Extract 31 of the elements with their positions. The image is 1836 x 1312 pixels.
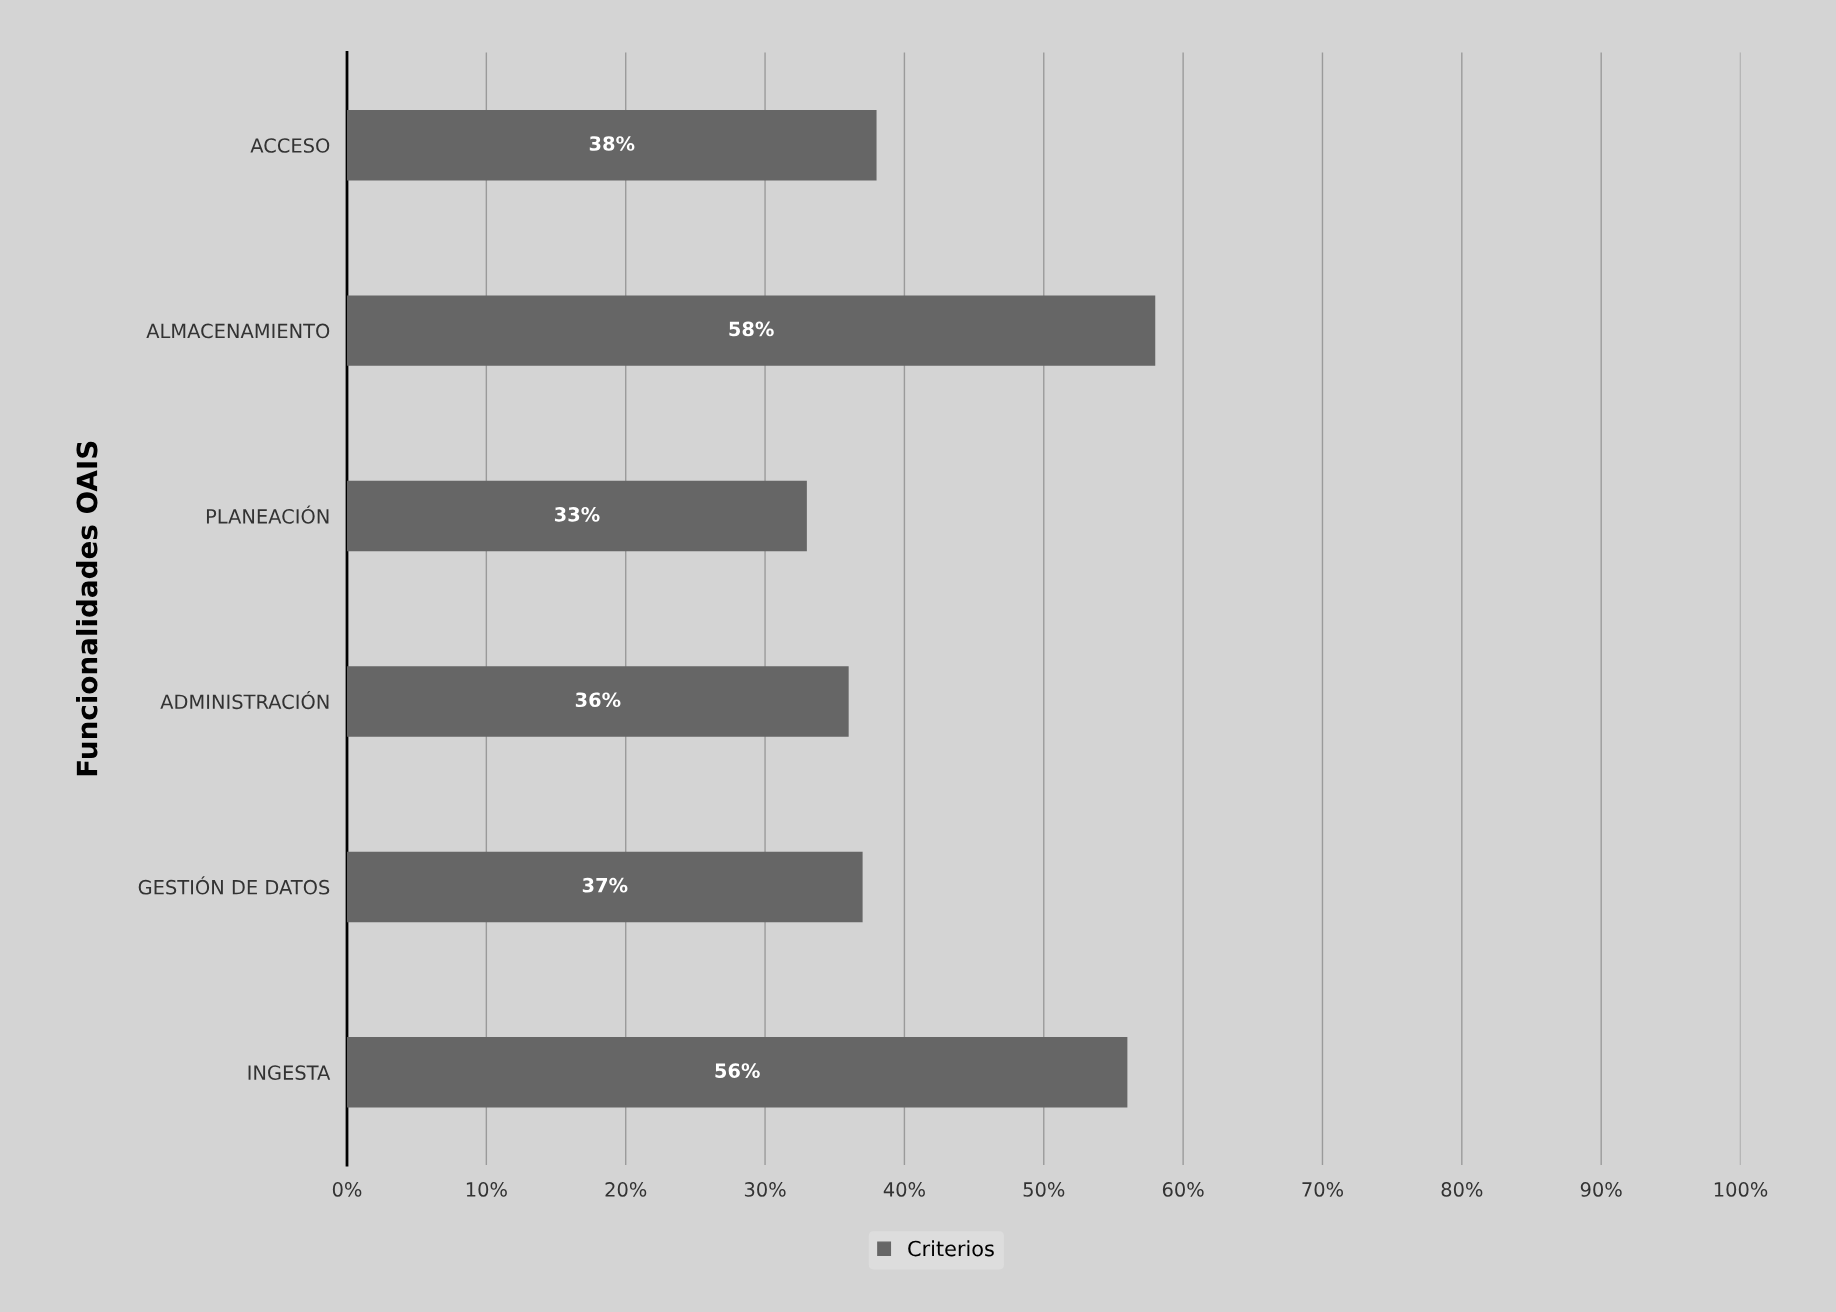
- data-label: 56%: [715, 1063, 760, 1078]
- x-tick-label: 30%: [744, 1182, 786, 1197]
- x-tick-label: 70%: [1302, 1182, 1344, 1197]
- x-tick-label: 10%: [466, 1182, 507, 1197]
- data-label: 37%: [582, 877, 628, 893]
- bar: [347, 480, 807, 552]
- y-tick-label: ADMINISTRACIÓN: [160, 690, 329, 710]
- x-tick-label: 50%: [1023, 1182, 1065, 1197]
- x-tick-label: 40%: [883, 1182, 925, 1197]
- bar: [347, 1037, 1128, 1108]
- bar: [347, 851, 863, 923]
- x-tick-label: 60%: [1162, 1182, 1204, 1197]
- x-tick-label: 90%: [1580, 1182, 1622, 1197]
- y-tick-label: GESTIÓN DE DATOS: [138, 876, 330, 895]
- y-tick-label: PLANEACIÓN: [206, 505, 329, 524]
- bar: [347, 666, 849, 737]
- y-tick-label: ALMACENAMIENTO: [146, 323, 330, 339]
- y-axis-title: Funcionalidades OAIS: [76, 441, 98, 776]
- x-tick-label: 0%: [332, 1182, 362, 1197]
- data-label: 38%: [589, 136, 635, 151]
- y-tick-label: ACCESO: [250, 138, 330, 153]
- x-tick-label: 80%: [1441, 1182, 1483, 1197]
- data-label: 36%: [575, 692, 621, 708]
- bar: [347, 109, 877, 181]
- data-label: 58%: [729, 321, 774, 337]
- y-tick-label: INGESTA: [248, 1065, 331, 1081]
- legend-label: Criterios: [908, 1240, 994, 1257]
- bar: [347, 295, 1156, 366]
- x-tick-label: 100%: [1714, 1182, 1768, 1197]
- x-tick-label: 20%: [605, 1182, 647, 1197]
- data-label: 33%: [554, 506, 600, 522]
